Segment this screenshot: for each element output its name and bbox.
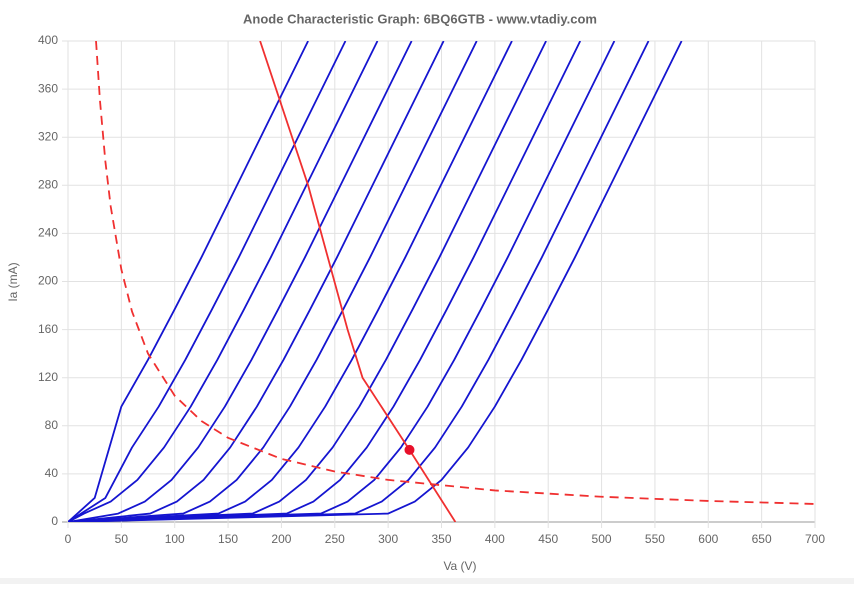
y-tick-label: 160 [38,322,58,336]
x-tick-label: 700 [805,532,825,546]
x-tick-label: 150 [218,532,238,546]
series-line [68,41,478,522]
footer-strip [0,578,854,584]
series-line [68,41,379,522]
x-tick-label: 600 [698,532,718,546]
series-line [68,41,309,522]
y-tick-label: 320 [38,129,58,143]
x-tick-label: 300 [378,532,398,546]
y-tick-label: 200 [38,274,58,288]
series-line [68,41,413,522]
series-line [68,41,683,522]
y-tick-label: 80 [45,418,59,432]
y-tick-label: 240 [38,226,58,240]
y-axis-label: Ia (mA) [6,262,20,301]
x-tick-label: 100 [165,532,185,546]
grid [62,40,816,528]
x-tick-label: 500 [592,532,612,546]
y-tick-label: 120 [38,370,58,384]
series-line [68,41,347,522]
chart-title: Anode Characteristic Graph: 6BQ6GTB - ww… [243,11,597,26]
series-line [68,41,445,522]
x-tick-label: 550 [645,532,665,546]
series-line [68,41,513,522]
x-tick-label: 400 [485,532,505,546]
y-tick-label: 0 [51,514,58,528]
y-tick-label: 400 [38,33,58,47]
series-line [68,41,582,522]
x-tick-label: 0 [65,532,72,546]
operating-point [404,444,415,455]
series-line [259,41,457,522]
x-axis-label: Va (V) [443,559,476,573]
series-line [68,41,650,522]
x-tick-label: 650 [752,532,772,546]
x-tick-label: 350 [431,532,451,546]
x-tick-label: 450 [538,532,558,546]
plot-area [68,41,815,522]
y-tick-label: 280 [38,177,58,191]
y-tick-label: 40 [45,466,59,480]
series-line [68,41,616,522]
x-tick-label: 250 [325,532,345,546]
series-line [68,41,547,522]
y-tick-label: 360 [38,81,58,95]
x-tick-label: 200 [271,532,291,546]
series-line [95,41,815,505]
x-tick-label: 50 [115,532,129,546]
